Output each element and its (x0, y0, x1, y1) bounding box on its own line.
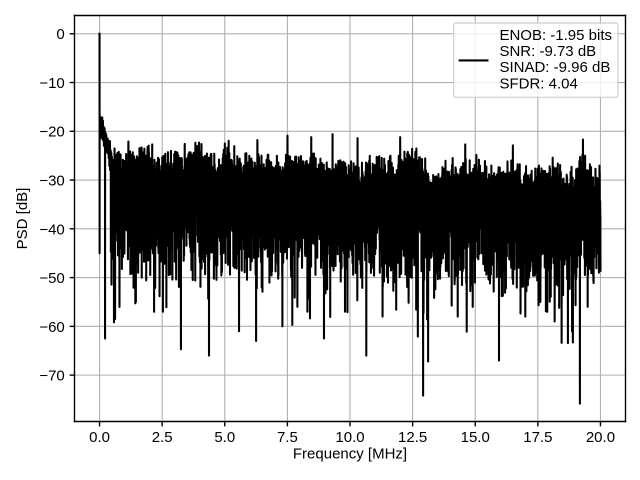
svg-text:−20: −20 (39, 124, 64, 141)
svg-text:−40: −40 (39, 221, 64, 238)
svg-text:0.0: 0.0 (89, 429, 110, 446)
svg-text:SINAD: -9.96 dB: SINAD: -9.96 dB (499, 59, 610, 76)
svg-text:7.5: 7.5 (277, 429, 298, 446)
svg-text:SNR: -9.73 dB: SNR: -9.73 dB (499, 43, 596, 60)
svg-text:20.0: 20.0 (586, 429, 615, 446)
svg-text:−70: −70 (39, 368, 64, 385)
svg-text:15.0: 15.0 (461, 429, 490, 446)
svg-text:−10: −10 (39, 75, 64, 92)
svg-text:ENOB: -1.95 bits: ENOB: -1.95 bits (499, 27, 612, 44)
svg-text:SFDR: 4.04: SFDR: 4.04 (499, 75, 577, 92)
svg-text:PSD [dB]: PSD [dB] (14, 188, 31, 250)
svg-text:5.0: 5.0 (214, 429, 235, 446)
svg-text:12.5: 12.5 (398, 429, 427, 446)
svg-text:0: 0 (56, 26, 64, 43)
svg-text:−50: −50 (39, 270, 64, 287)
svg-text:10.0: 10.0 (335, 429, 364, 446)
svg-text:17.5: 17.5 (523, 429, 552, 446)
svg-text:−30: −30 (39, 172, 64, 189)
svg-text:−60: −60 (39, 319, 64, 336)
svg-text:Frequency [MHz]: Frequency [MHz] (293, 445, 407, 462)
svg-text:2.5: 2.5 (152, 429, 173, 446)
